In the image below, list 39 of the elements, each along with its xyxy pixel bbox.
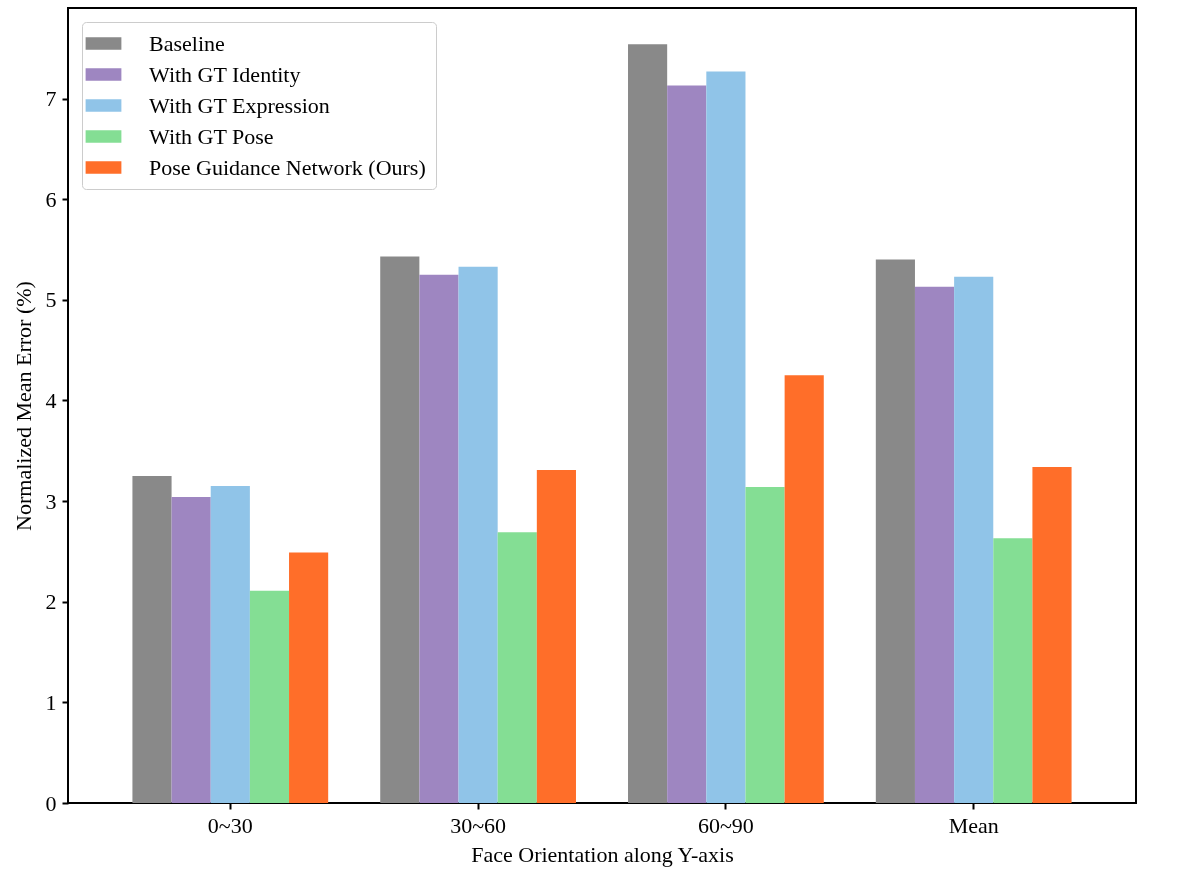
- bar: [875, 259, 915, 803]
- legend-label: With GT Identity: [149, 61, 301, 87]
- bar: [914, 286, 955, 803]
- x-tick-label: 0~30: [207, 812, 253, 838]
- bar: [667, 85, 707, 803]
- y-tick-label: 1: [45, 689, 57, 715]
- bar: [210, 486, 250, 803]
- y-axis-title: Normalized Mean Error (%): [10, 281, 36, 531]
- bar: [419, 274, 459, 803]
- legend-label: With GT Expression: [149, 92, 330, 118]
- bar: [745, 487, 785, 803]
- bar: [1032, 466, 1072, 803]
- y-tick-label: 6: [45, 186, 57, 212]
- y-tick-label: 3: [45, 488, 57, 514]
- bar: [628, 44, 668, 803]
- bar: [380, 256, 420, 803]
- bar: [458, 266, 498, 803]
- bar: [132, 475, 172, 803]
- x-tick-label: 60~90: [697, 812, 754, 838]
- y-tick-label: 2: [45, 589, 57, 615]
- bar: [171, 497, 211, 803]
- y-tick-label: 0: [45, 790, 57, 816]
- bar: [536, 469, 576, 803]
- bar: [289, 552, 329, 803]
- legend-label: With GT Pose: [149, 123, 274, 149]
- bar: [706, 71, 746, 803]
- bar: [249, 590, 290, 803]
- x-axis-title: Face Orientation along Y-axis: [471, 841, 734, 867]
- x-tick-label: 30~60: [450, 812, 507, 838]
- y-tick-label: 4: [45, 387, 57, 413]
- bar: [993, 538, 1033, 803]
- y-tick-label: 5: [45, 287, 57, 313]
- y-tick-label: 7: [45, 86, 57, 112]
- x-tick-label: Mean: [948, 812, 999, 838]
- bar: [497, 532, 537, 803]
- legend-label: Baseline: [149, 30, 225, 56]
- bar: [784, 375, 824, 803]
- bar: [954, 276, 994, 803]
- legend-label: Pose Guidance Network (Ours): [149, 154, 426, 180]
